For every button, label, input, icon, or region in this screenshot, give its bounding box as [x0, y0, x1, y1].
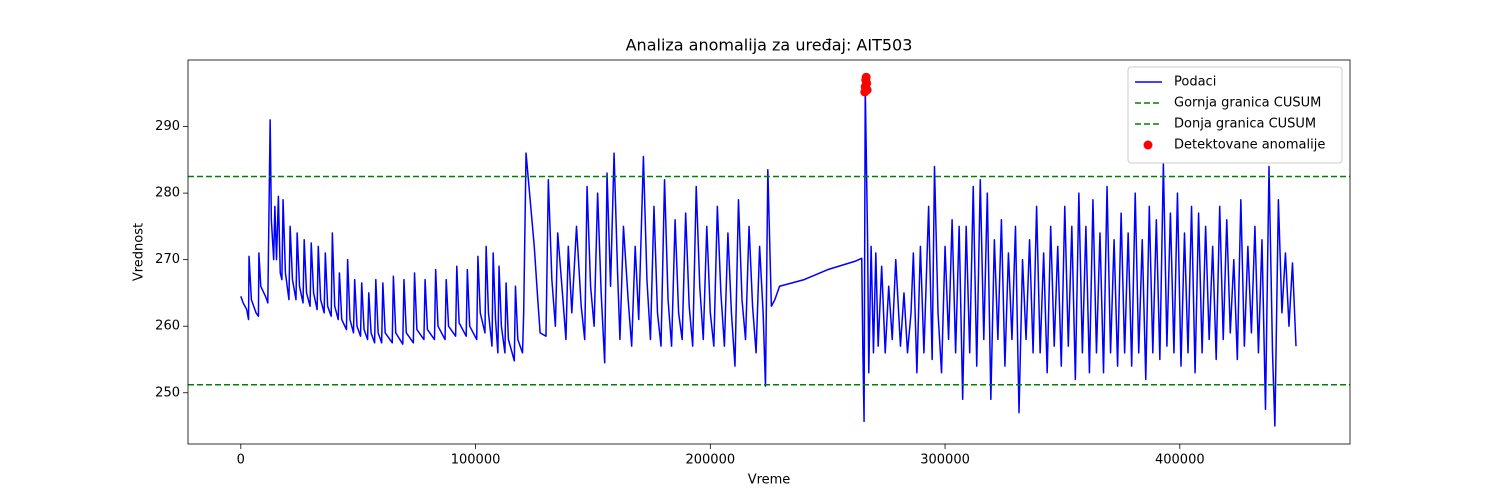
x-tick-label: 100000 [451, 453, 501, 468]
y-axis-label: Vrednost [132, 223, 147, 281]
legend-box [1127, 66, 1343, 164]
y-tick-label: 250 [155, 385, 180, 400]
data-line [240, 85, 1297, 427]
legend-label: Gornja granica CUSUM [1174, 96, 1321, 111]
y-tick-label: 270 [155, 252, 180, 267]
y-tick-label: 290 [155, 119, 180, 134]
x-tick-label: 200000 [685, 453, 735, 468]
legend-marker [1143, 140, 1153, 150]
x-tick-label: 300000 [920, 453, 970, 468]
chart-title: Analiza anomalija za uređaj: AIT503 [626, 36, 913, 55]
anomaly-point [862, 85, 872, 95]
y-tick-label: 280 [155, 186, 180, 201]
axes-frame [187, 59, 1351, 445]
legend-label: Podaci [1174, 75, 1216, 90]
y-tick-label: 260 [155, 319, 180, 334]
plot-area [188, 72, 1350, 427]
anomaly-point [862, 78, 872, 88]
legend-label: Donja granica CUSUM [1174, 117, 1316, 132]
x-axis-label: Vreme [748, 473, 791, 488]
x-tick-label: 0 [237, 453, 245, 468]
legend-label: Detektovane anomalije [1174, 138, 1325, 153]
x-tick-label: 400000 [1155, 453, 1205, 468]
